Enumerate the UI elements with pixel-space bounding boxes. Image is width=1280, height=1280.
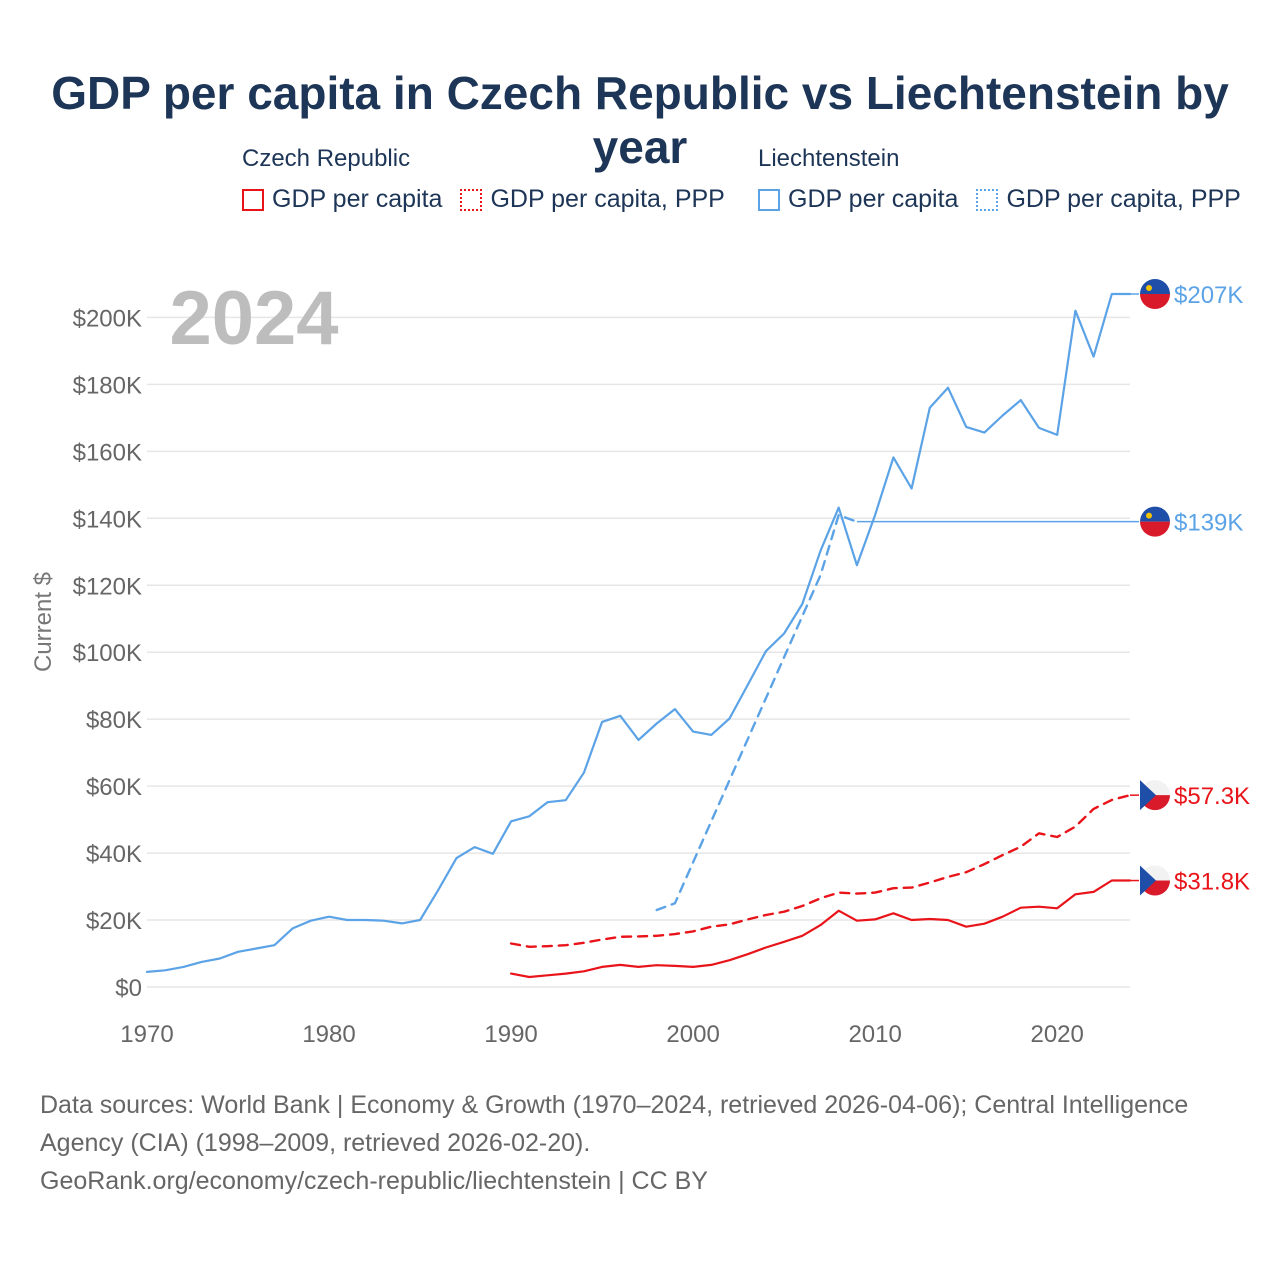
- crown-icon: [1146, 512, 1152, 519]
- x-tick-label: 1990: [484, 1021, 537, 1048]
- y-tick-label: $20K: [86, 908, 142, 935]
- legend-swatch-solid-icon: [758, 188, 780, 211]
- end-value-label: $57.3K: [1174, 783, 1250, 810]
- x-tick-label: 2010: [848, 1021, 901, 1048]
- legend-item-czech-gdp-ppp[interactable]: GDP per capita, PPP: [460, 185, 725, 214]
- legend-item-label: GDP per capita: [788, 185, 959, 213]
- series-line-0: [145, 292, 1132, 974]
- y-tick-label: $100K: [73, 640, 142, 667]
- y-tick-label: $80K: [86, 707, 142, 734]
- legend-group-title: Czech Republic: [242, 145, 411, 172]
- legend-swatch-dotted-icon: [976, 188, 999, 211]
- flag-top-half: [1140, 279, 1170, 294]
- end-value-label: $207K: [1174, 282, 1243, 309]
- legend-item-liechtenstein-gdp[interactable]: GDP per capita: [758, 185, 958, 214]
- end-value-label: $139K: [1174, 510, 1243, 537]
- series-line-2: [509, 794, 1132, 948]
- liechtenstein-flag-icon: [1140, 506, 1170, 537]
- flag-bottom-half: [1140, 521, 1170, 537]
- footer-sources: Data sources: World Bank | Economy & Gro…: [40, 1091, 1189, 1157]
- series-line-1: [655, 513, 859, 912]
- legend-item-label: GDP per capita, PPP: [490, 185, 725, 213]
- series-layer: [145, 292, 1132, 979]
- y-tick-label: $180K: [73, 372, 142, 399]
- czech-flag-icon: [1140, 780, 1170, 811]
- flag-top-half: [1140, 506, 1170, 522]
- y-tick-label: $200K: [73, 305, 142, 332]
- legend-group-czech-republic: Czech Republic GDP per capita GDP per ca…: [242, 143, 743, 214]
- x-tick-label: 1970: [120, 1021, 173, 1048]
- end-value-label: $31.8K: [1174, 869, 1250, 896]
- legend-swatch-solid-icon: [242, 188, 264, 211]
- y-tick-label: $160K: [73, 439, 142, 466]
- legend-item-label: GDP per capita, PPP: [1006, 185, 1241, 213]
- y-tick-label: $40K: [86, 841, 142, 868]
- gridlines: [147, 316, 1130, 988]
- crown-icon: [1146, 285, 1152, 291]
- legend-item-label: GDP per capita: [272, 185, 443, 213]
- series-line-3: [510, 879, 1132, 979]
- legend-group-title: Liechtenstein: [758, 145, 900, 172]
- y-tick-label: $60K: [86, 774, 142, 801]
- legend-item-liechtenstein-gdp-ppp[interactable]: GDP per capita, PPP: [976, 185, 1241, 214]
- legend-swatch-dotted-icon: [460, 188, 483, 211]
- footer: Data sources: World Bank | Economy & Gro…: [40, 1086, 1250, 1200]
- legend-item-czech-gdp[interactable]: GDP per capita: [242, 185, 442, 214]
- footer-link[interactable]: GeoRank.org/economy/czech-republic/liech…: [40, 1167, 708, 1195]
- y-axis: $0 $20K $40K $60K $80K $100K $120K $140K $160K $1…: [73, 305, 142, 1002]
- y-axis-label: Current $: [30, 572, 57, 672]
- y-tick-label: $140K: [73, 506, 142, 533]
- liechtenstein-flag-icon: [1140, 279, 1170, 309]
- legend-group-liechtenstein: Liechtenstein GDP per capita GDP per cap…: [758, 143, 1259, 214]
- x-tick-label: 2020: [1030, 1021, 1083, 1048]
- flag-triangle: [1140, 780, 1156, 811]
- x-axis: 1970 1980 1990 2000 2010 2020: [120, 1021, 1084, 1048]
- page-title: GDP per capita in Czech Republic vs Liec…: [51, 67, 1229, 173]
- x-tick-label: 1980: [302, 1021, 355, 1048]
- x-tick-label: 2000: [666, 1021, 719, 1048]
- y-tick-label: $0: [115, 975, 142, 1002]
- czech-flag-icon: [1140, 865, 1170, 896]
- flag-triangle: [1140, 865, 1156, 896]
- flag-bottom-half: [1140, 294, 1170, 309]
- end-markers: $207K $139K $57.3K $31.8K: [856, 279, 1250, 896]
- y-tick-label: $120K: [73, 573, 142, 600]
- year-watermark: 2024: [169, 276, 338, 361]
